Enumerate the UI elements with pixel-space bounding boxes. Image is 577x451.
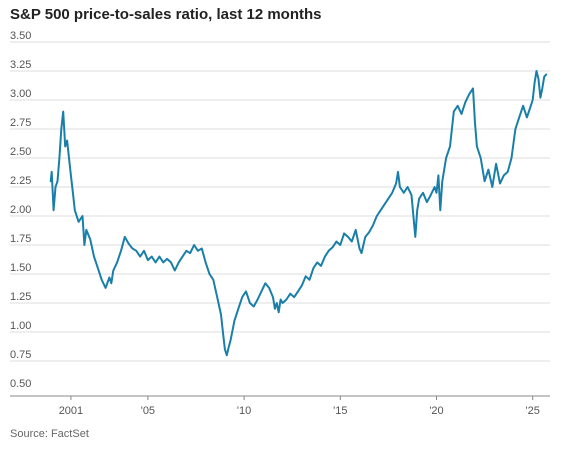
y-tick-label: 1.75 [10,233,31,245]
y-tick-label: 3.50 [10,30,31,42]
chart-title: S&P 500 price-to-sales ratio, last 12 mo… [10,6,322,23]
source-note: Source: FactSet [10,428,89,440]
y-tick-label: 1.00 [10,320,31,332]
y-tick-label: 0.75 [10,349,31,361]
y-tick-label: 3.25 [10,59,31,71]
y-tick-label: 2.25 [10,175,31,187]
y-tick-label: 2.00 [10,204,31,216]
x-axis [10,395,550,400]
x-tick-label: '20 [429,405,443,417]
x-tick-label: 2001 [59,405,83,417]
gridlines [10,41,550,362]
x-tick-label: '25 [526,405,540,417]
y-tick-label: 3.00 [10,88,31,100]
x-tick-label: '05 [141,405,155,417]
x-tick-label: '10 [237,405,251,417]
x-axis-tick-labels: 2001 '05 '10 '15 '20 '25 [59,405,540,417]
y-tick-label: 2.50 [10,146,31,158]
series-line [49,70,548,357]
y-tick-label: 1.50 [10,262,31,274]
y-tick-label: 0.50 [10,378,31,390]
series-layer [49,70,548,357]
y-tick-label: 1.25 [10,291,31,303]
y-tick-label: 2.75 [10,117,31,129]
y-axis-tick-labels: 3.50 3.25 3.00 2.75 2.50 2.25 2.00 1.75 1.50 1.25… [10,30,31,390]
x-tick-label: '15 [333,405,347,417]
